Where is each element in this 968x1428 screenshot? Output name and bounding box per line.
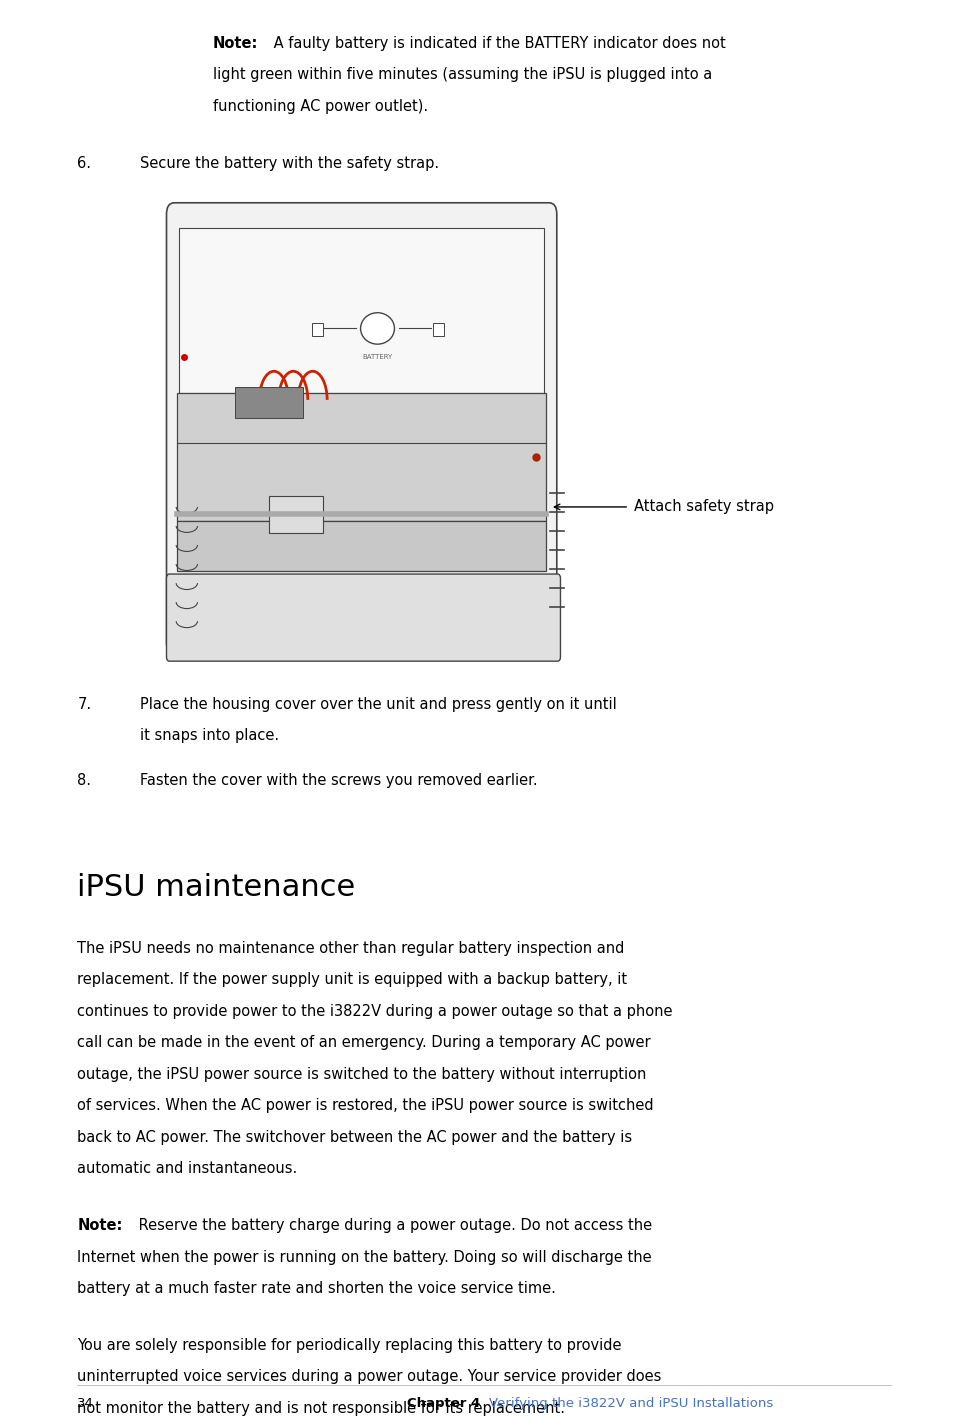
- Text: of services. When the AC power is restored, the iPSU power source is switched: of services. When the AC power is restor…: [77, 1098, 654, 1114]
- Bar: [433, 323, 444, 336]
- Text: Verifying the i3822V and iPSU Installations: Verifying the i3822V and iPSU Installati…: [489, 1397, 773, 1409]
- Text: Reserve the battery charge during a power outage. Do not access the: Reserve the battery charge during a powe…: [134, 1218, 651, 1234]
- Text: 8.: 8.: [77, 773, 91, 788]
- Bar: [177, 393, 546, 521]
- Text: outage, the iPSU power source is switched to the battery without interruption: outage, the iPSU power source is switche…: [77, 1067, 647, 1082]
- Text: call can be made in the event of an emergency. During a temporary AC power: call can be made in the event of an emer…: [77, 1035, 651, 1051]
- Text: back to AC power. The switchover between the AC power and the battery is: back to AC power. The switchover between…: [77, 1130, 632, 1145]
- Text: uninterrupted voice services during a power outage. Your service provider does: uninterrupted voice services during a po…: [77, 1369, 662, 1385]
- Text: Note:: Note:: [213, 36, 258, 51]
- Text: iPSU maintenance: iPSU maintenance: [77, 873, 355, 901]
- Text: Secure the battery with the safety strap.: Secure the battery with the safety strap…: [140, 156, 439, 171]
- Text: Note:: Note:: [77, 1218, 123, 1234]
- Bar: [312, 323, 323, 336]
- Ellipse shape: [360, 313, 395, 344]
- Text: 34: 34: [77, 1397, 94, 1409]
- Text: not monitor the battery and is not responsible for its replacement.: not monitor the battery and is not respo…: [77, 1401, 565, 1417]
- Text: 7.: 7.: [77, 697, 92, 713]
- Polygon shape: [179, 228, 544, 393]
- Text: functioning AC power outlet).: functioning AC power outlet).: [213, 99, 428, 114]
- Text: Attach safety strap: Attach safety strap: [634, 500, 774, 514]
- Text: 6.: 6.: [77, 156, 91, 171]
- Text: Fasten the cover with the screws you removed earlier.: Fasten the cover with the screws you rem…: [140, 773, 538, 788]
- Text: Chapter 4: Chapter 4: [407, 1397, 480, 1409]
- Text: battery at a much faster rate and shorten the voice service time.: battery at a much faster rate and shorte…: [77, 1281, 557, 1297]
- Text: You are solely responsible for periodically replacing this battery to provide: You are solely responsible for periodica…: [77, 1338, 622, 1354]
- Text: continues to provide power to the i3822V during a power outage so that a phone: continues to provide power to the i3822V…: [77, 1004, 673, 1020]
- Bar: [177, 521, 546, 571]
- Bar: [235, 387, 303, 418]
- Text: Place the housing cover over the unit and press gently on it until: Place the housing cover over the unit an…: [140, 697, 618, 713]
- Text: replacement. If the power supply unit is equipped with a backup battery, it: replacement. If the power supply unit is…: [77, 972, 627, 988]
- Text: it snaps into place.: it snaps into place.: [140, 728, 280, 744]
- Text: automatic and instantaneous.: automatic and instantaneous.: [77, 1161, 298, 1177]
- FancyBboxPatch shape: [166, 574, 560, 661]
- Text: BATTERY: BATTERY: [362, 354, 393, 360]
- Bar: [269, 496, 322, 533]
- Text: Internet when the power is running on the battery. Doing so will discharge the: Internet when the power is running on th…: [77, 1250, 652, 1265]
- FancyBboxPatch shape: [166, 203, 557, 654]
- Text: A faulty battery is indicated if the BATTERY indicator does not: A faulty battery is indicated if the BAT…: [269, 36, 726, 51]
- Text: The iPSU needs no maintenance other than regular battery inspection and: The iPSU needs no maintenance other than…: [77, 941, 624, 957]
- Text: light green within five minutes (assuming the iPSU is plugged into a: light green within five minutes (assumin…: [213, 67, 712, 83]
